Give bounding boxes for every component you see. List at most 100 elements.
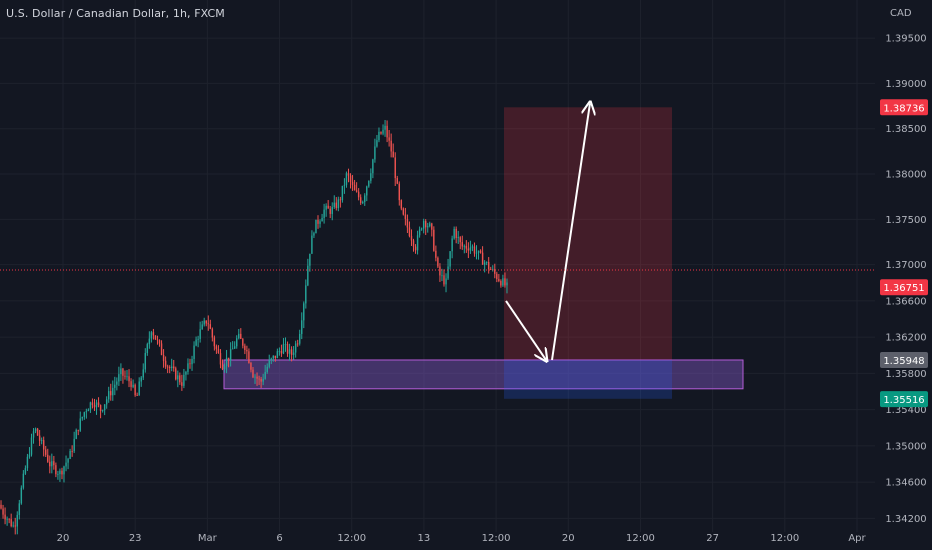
x-tick-label: 12:00 [770,533,799,544]
candle-body [154,335,157,340]
candle-body [292,352,295,355]
candle-body [341,185,344,201]
candle-body [422,220,425,229]
candle-body [400,200,403,209]
candle-body [481,252,484,265]
candle-body [384,125,386,130]
demand-zone[interactable] [223,359,744,390]
candle-body [103,404,106,411]
candle-body [380,131,382,134]
arrow-down[interactable] [505,300,546,360]
stop-zone[interactable] [504,107,672,360]
candle-body [89,402,92,410]
candle-body [225,357,228,367]
y-tick-label: 1.36600 [885,296,926,307]
candle-body [114,384,116,388]
candle-body [95,402,98,408]
candle-body [362,201,364,203]
candle-body [374,146,376,160]
candle-body [339,199,342,201]
candle-body [215,346,218,350]
price-axis[interactable]: 1.39500 1.39000 1.38500 1.38000 1.37500 1.370… [885,34,926,525]
candle-body [313,233,315,236]
candle-body [325,205,327,210]
candle-body [164,360,167,367]
candle-body [209,324,212,329]
candle-body [34,428,37,432]
candle-body [118,374,120,382]
x-tick-label: 20 [57,533,70,544]
candle-body [240,333,242,339]
candle-body [359,197,362,203]
candle-body [398,183,400,201]
candle-body [420,228,423,230]
candle-body [205,320,207,324]
candle-body [412,240,415,247]
drawing-zones[interactable] [223,107,744,399]
price-label: 1.35516 [880,391,928,408]
candle-body [160,343,163,356]
candle-body [496,273,498,280]
candle-body [47,454,49,462]
candle-body [195,339,197,346]
candle-body [69,451,71,459]
candle-body [276,351,279,359]
candle-body [158,340,161,344]
candle-body [20,487,23,504]
candle-body [183,374,185,386]
candle-body [170,366,173,369]
candle-body [51,461,53,467]
y-tick-label: 1.36200 [885,333,926,344]
x-tick-label: 20 [562,533,575,544]
candle-body [148,338,151,345]
y-tick-label: 1.35400 [885,405,926,416]
candle-body [79,418,81,431]
candle-body [136,395,138,396]
y-tick-label: 1.38000 [885,170,926,181]
candle-body [254,376,256,378]
candle-body [227,357,230,361]
candle-body [91,402,94,406]
arrow-up[interactable] [551,103,590,361]
candle-body [408,227,411,237]
x-tick-label: 12:00 [482,533,511,544]
candle-body [439,266,441,276]
candle-body [116,381,118,385]
candle-body [319,221,321,224]
candle-body [187,363,189,372]
price-label-text: 1.35516 [883,395,924,406]
candle-body [427,226,429,228]
currency-label: CAD [890,8,912,19]
x-tick-label: 12:00 [337,533,366,544]
candle-body [372,159,374,174]
projection-arrows[interactable] [505,103,590,361]
candle-body [246,350,248,352]
candle-body [317,219,319,224]
candle-body [449,251,451,267]
candle-body [26,456,29,469]
candle-body [53,461,55,466]
candle-body [14,525,16,527]
y-tick-label: 1.35800 [885,369,926,380]
y-tick-label: 1.34200 [885,514,926,525]
candle-body [424,220,427,228]
target-zone[interactable] [504,359,672,399]
candle-body [238,333,240,339]
time-axis[interactable]: 20 23 Mar 6 12:00 13 12:00 20 12:00 27 12:00 Apr [57,533,867,544]
candle-body [36,428,39,436]
candle-body [130,381,132,387]
candle-body [299,333,301,344]
candle-body [280,351,283,354]
candle-body [22,473,25,488]
candle-body [105,399,108,405]
candle-body [414,246,417,251]
candle-body [201,324,203,330]
candle-body [264,371,266,379]
candles [0,119,508,535]
candle-body [229,349,232,361]
candle-body [309,253,311,266]
candle-body [296,343,299,345]
candle-body [376,140,378,147]
